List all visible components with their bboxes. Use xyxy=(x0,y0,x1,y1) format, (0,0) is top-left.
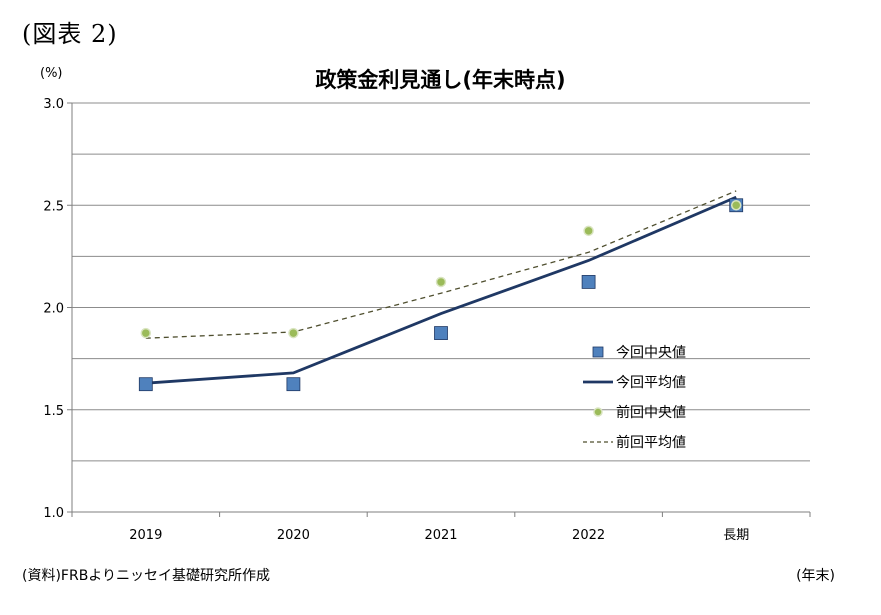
series-prev-average-line xyxy=(145,190,737,339)
x-tick-label: 2022 xyxy=(572,528,605,543)
y-tick-label: 2.0 xyxy=(43,302,64,317)
y-tick-label: 2.5 xyxy=(43,199,64,214)
x-tick-label: 2019 xyxy=(129,528,162,543)
series-current-average-line xyxy=(145,195,737,385)
prev-median-point xyxy=(288,327,299,339)
current-median-point xyxy=(434,326,448,340)
legend-prev-median-marker xyxy=(593,407,603,417)
prev-median-point xyxy=(583,225,594,237)
legend-label: 今回平均値 xyxy=(616,375,686,391)
prev-median-point xyxy=(730,200,742,211)
figure-label: (図表 2) xyxy=(22,20,118,48)
legend-label: 今回中央値 xyxy=(616,345,686,361)
legend-label: 前回中央値 xyxy=(616,404,686,421)
current-median-point xyxy=(138,377,153,392)
y-tick-label: 1.0 xyxy=(43,506,64,521)
chart-title: 政策金利見通し(年末時点) xyxy=(315,68,566,92)
prev-median-point xyxy=(140,327,152,339)
y-tick-label: 3.0 xyxy=(43,97,64,112)
y-tick-label: 1.5 xyxy=(43,404,64,419)
prev-median-point xyxy=(435,276,447,288)
x-unit-label: (年末) xyxy=(796,568,835,584)
current-median-point xyxy=(581,275,596,289)
y-unit-label: (%) xyxy=(40,66,63,81)
legend-label: 前回平均値 xyxy=(616,434,686,451)
x-tick-label: 2021 xyxy=(424,528,457,543)
current-median-point xyxy=(286,377,301,392)
x-tick-label: 2020 xyxy=(277,528,310,543)
legend-current-median-marker xyxy=(592,346,604,358)
source-note: (資料)FRBよりニッセイ基礎研究所作成 xyxy=(22,568,271,584)
x-tick-label: 長期 xyxy=(723,528,749,543)
